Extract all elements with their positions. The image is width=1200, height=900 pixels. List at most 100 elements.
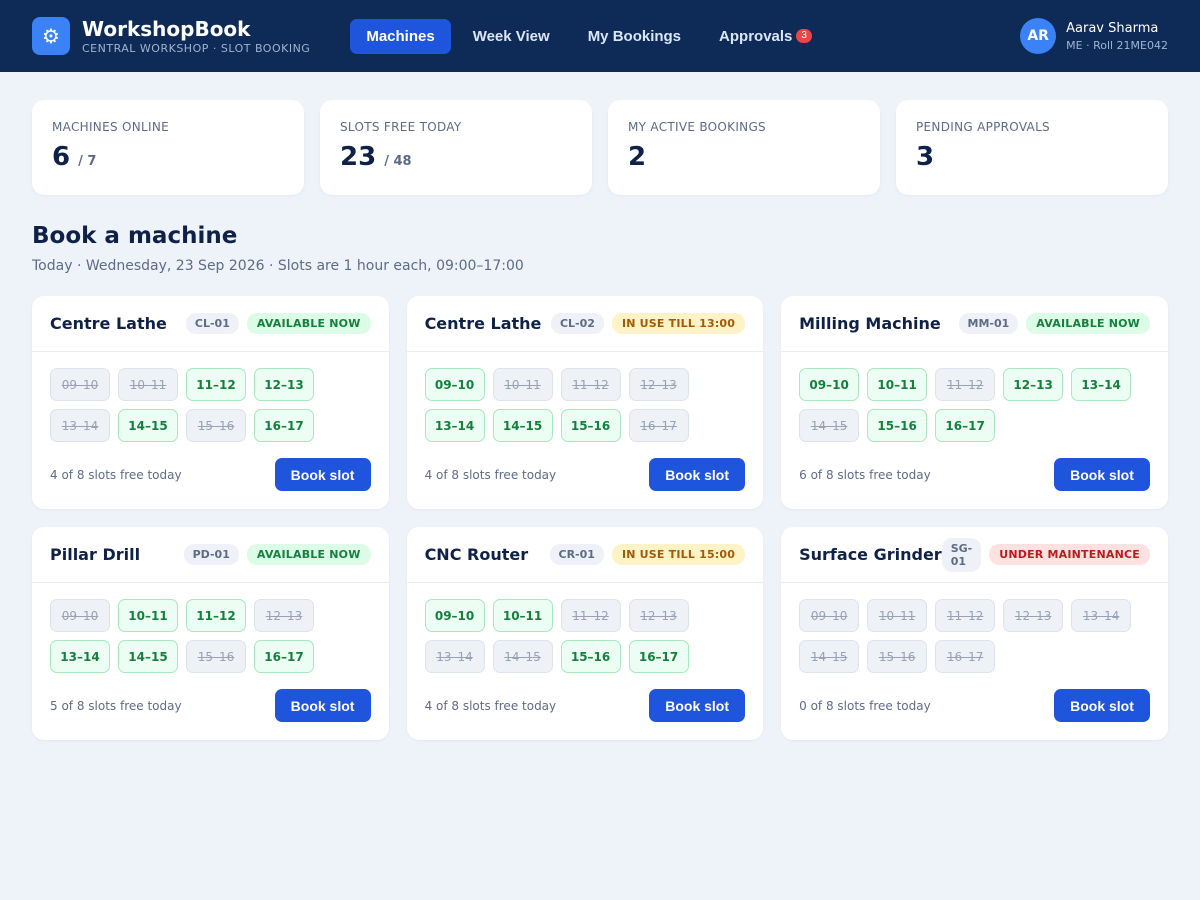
slot-booked: 11–12 <box>935 368 996 401</box>
slot-free[interactable]: 09–10 <box>424 368 485 401</box>
slot-booked: 15–16 <box>186 409 246 442</box>
slot-free[interactable]: 15–16 <box>560 409 621 442</box>
slot-free[interactable]: 15–16 <box>560 640 621 673</box>
slot-booked: 14–15 <box>492 640 553 673</box>
nav-machines[interactable]: Machines <box>350 18 451 54</box>
status-badge: AVAILABLE NOW <box>246 313 371 334</box>
avatar: AR <box>1020 18 1057 54</box>
nav-approvals[interactable]: Approvals 3 <box>703 19 828 54</box>
machine-card: Pillar Drill PD-01 AVAILABLE NOW 09–10 10–11… <box>32 527 389 740</box>
machine-code: SG-01 <box>941 537 982 572</box>
stat-label: MY ACTIVE BOOKINGS <box>628 120 766 134</box>
book-section: Book a machine Today · Wednesday, 23 Sep… <box>0 223 1200 274</box>
slot-booked: 12–13 <box>628 599 689 632</box>
machine-name: Surface Grinder <box>799 545 942 564</box>
main-nav: Machines Week View My Bookings Approvals… <box>350 18 828 54</box>
free-slots-text: 6 of 8 slots free today <box>799 467 931 482</box>
slot-booked: 11–12 <box>935 599 996 632</box>
machine-name: Pillar Drill <box>50 545 141 564</box>
slot-list: 09–10 10–11 11–12 12–13 13–14 14–15 15–16 16–17 <box>32 583 389 673</box>
slot-free[interactable]: 10–11 <box>118 599 178 632</box>
nav-label: Machines <box>366 27 435 45</box>
card-footer: 4 of 8 slots free today Book slot <box>425 458 746 491</box>
nav-my-bookings[interactable]: My Bookings <box>572 19 697 54</box>
slot-booked: 09–10 <box>50 368 110 401</box>
status-badge: IN USE TILL 13:00 <box>611 313 746 334</box>
book-slot-button[interactable]: Book slot <box>1054 458 1150 491</box>
slot-booked: 10–11 <box>867 599 928 632</box>
slot-booked: 16–17 <box>628 409 689 442</box>
slot-free[interactable]: 16–17 <box>254 409 314 442</box>
slot-free[interactable]: 14–15 <box>492 409 553 442</box>
book-slot-button[interactable]: Book slot <box>649 458 746 491</box>
slot-free[interactable]: 11–12 <box>186 599 246 632</box>
stat-active-bookings: MY ACTIVE BOOKINGS 2 <box>608 100 880 195</box>
machine-card: Milling Machine MM-01 AVAILABLE NOW 09–10 10… <box>781 296 1168 509</box>
page-subtitle: Today · Wednesday, 23 Sep 2026 · Slots a… <box>32 258 524 274</box>
slot-free[interactable]: 13–14 <box>1071 368 1132 401</box>
book-slot-button[interactable]: Book slot <box>274 689 371 722</box>
slot-booked: 10–11 <box>118 368 178 401</box>
stat-value: 3 <box>916 142 935 172</box>
book-slot-button[interactable]: Book slot <box>649 689 746 722</box>
app-subtitle: CENTRAL WORKSHOP · SLOT BOOKING <box>82 42 311 55</box>
machine-name: CNC Router <box>424 545 529 564</box>
slot-booked: 13–14 <box>1071 599 1132 632</box>
slot-free[interactable]: 12–13 <box>254 368 314 401</box>
slot-free[interactable]: 11–12 <box>186 368 246 401</box>
slot-free[interactable]: 13–14 <box>424 409 485 442</box>
slot-free[interactable]: 14–15 <box>118 409 178 442</box>
nav-label: My Bookings <box>587 27 682 45</box>
user-meta: ME · Roll 21ME042 <box>1066 38 1168 52</box>
nav-label: Week View <box>472 27 550 45</box>
card-footer: 0 of 8 slots free today Book slot <box>799 689 1150 722</box>
slot-free[interactable]: 15–16 <box>867 409 928 442</box>
slot-free[interactable]: 12–13 <box>1003 368 1064 401</box>
slot-free[interactable]: 09–10 <box>424 599 485 632</box>
machine-card: Surface Grinder SG-01 UNDER MAINTENANCE 09–… <box>781 527 1168 740</box>
slot-free[interactable]: 10–11 <box>492 599 553 632</box>
slot-free[interactable]: 16–17 <box>935 409 996 442</box>
user-name: Aarav Sharma <box>1066 20 1159 36</box>
top-bar: ⚙ WorkshopBook CENTRAL WORKSHOP · SLOT B… <box>0 0 1200 72</box>
nav-week-view[interactable]: Week View <box>457 19 566 54</box>
card-footer: 4 of 8 slots free today Book slot <box>50 458 371 491</box>
machine-code: PD-01 <box>183 544 239 565</box>
slot-booked: 14–15 <box>799 409 860 442</box>
slot-booked: 12–13 <box>628 368 689 401</box>
machine-code: CL-01 <box>185 313 239 334</box>
machine-card: CNC Router CR-01 IN USE TILL 15:00 09–10 10–… <box>406 527 764 740</box>
slot-booked: 11–12 <box>560 368 621 401</box>
slot-free[interactable]: 16–17 <box>628 640 689 673</box>
slot-booked: 11–12 <box>560 599 621 632</box>
machine-grid: Centre Lathe CL-01 AVAILABLE NOW 09–10 10–11… <box>0 274 1200 740</box>
free-slots-text: 5 of 8 slots free today <box>50 698 182 713</box>
stat-label: PENDING APPROVALS <box>916 120 1050 134</box>
card-footer: 5 of 8 slots free today Book slot <box>50 689 371 722</box>
slot-booked: 14–15 <box>799 640 860 673</box>
book-slot-button[interactable]: Book slot <box>1054 689 1150 722</box>
slot-free[interactable]: 10–11 <box>867 368 928 401</box>
slot-list: 09–10 10–11 11–12 12–13 13–14 14–15 15–16 16–17 <box>781 352 1168 442</box>
slot-free[interactable]: 14–15 <box>118 640 178 673</box>
page-title: Book a machine <box>32 223 238 249</box>
gear-icon: ⚙ <box>32 17 70 55</box>
card-footer: 4 of 8 slots free today Book slot <box>425 689 746 722</box>
slot-booked: 15–16 <box>186 640 246 673</box>
machine-name: Milling Machine <box>799 314 941 333</box>
slot-booked: 15–16 <box>867 640 928 673</box>
free-slots-text: 4 of 8 slots free today <box>424 698 557 713</box>
status-badge: AVAILABLE NOW <box>1026 313 1150 334</box>
stat-machines-online: MACHINES ONLINE 6 / 7 <box>32 100 304 195</box>
slot-free[interactable]: 09–10 <box>799 368 860 401</box>
app-title: WorkshopBook <box>82 17 251 41</box>
book-slot-button[interactable]: Book slot <box>274 458 371 491</box>
brand: WorkshopBook CENTRAL WORKSHOP · SLOT BOO… <box>82 17 310 55</box>
slot-free[interactable]: 16–17 <box>254 640 314 673</box>
slot-free[interactable]: 13–14 <box>50 640 110 673</box>
status-badge: AVAILABLE NOW <box>246 544 371 565</box>
machine-card: Centre Lathe CL-01 AVAILABLE NOW 09–10 10–11… <box>32 296 389 509</box>
user-menu[interactable]: AR Aarav Sharma ME · Roll 21ME042 <box>1020 0 1168 72</box>
card-header: Surface Grinder SG-01 UNDER MAINTENANCE <box>781 527 1168 583</box>
nav-label: Approvals <box>719 27 793 45</box>
